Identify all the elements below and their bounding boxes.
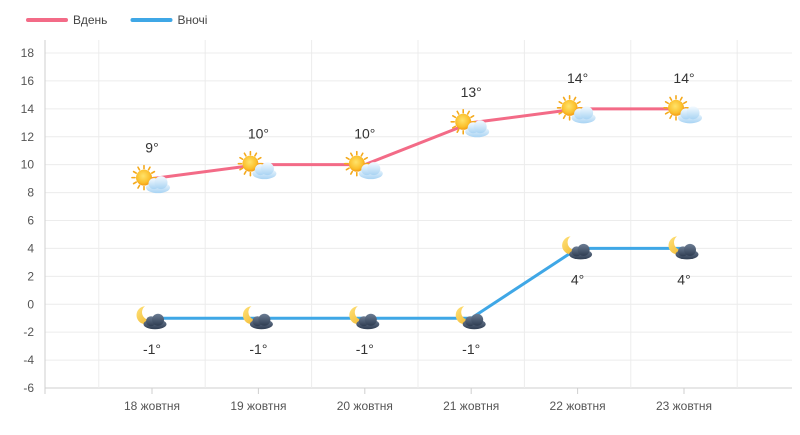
y-tick-label: 6 <box>27 214 34 228</box>
legend-item[interactable]: Вночі <box>130 13 208 27</box>
y-tick-label: 18 <box>21 46 35 60</box>
x-tick-label: 20 жовтня <box>337 399 393 413</box>
moon-cloud-icon <box>668 236 699 260</box>
y-tick-label: 12 <box>21 130 35 144</box>
axes: -6 -4 -2 0 2 4 6 8 10 12 14 16 18 18 жовтня 19 жовтня 2… <box>21 40 712 413</box>
y-tick-label: 8 <box>27 186 34 200</box>
moon-cloud-icon <box>455 306 486 330</box>
sun-cloud-icon <box>450 108 490 138</box>
y-tick-label: -4 <box>23 353 34 367</box>
sun-cloud-icon <box>556 95 596 124</box>
x-tick-label: 19 жовтня <box>230 399 286 413</box>
legend-label: Вдень <box>73 13 107 27</box>
data-label: 10° <box>354 126 375 142</box>
data-label: 14° <box>567 70 588 86</box>
data-label: -1° <box>249 341 267 357</box>
data-label: -1° <box>462 341 480 357</box>
moon-cloud-icon <box>562 236 593 260</box>
x-tick-label: 18 жовтня <box>124 399 180 413</box>
y-tick-label: -2 <box>23 325 34 339</box>
y-tick-label: 14 <box>21 102 35 116</box>
sun-cloud-icon <box>237 150 277 180</box>
data-label: 13° <box>461 84 482 100</box>
legend: Вдень Вночі <box>26 13 208 27</box>
y-tick-label: 16 <box>21 74 35 88</box>
grid <box>45 40 792 389</box>
series-layer: 9° 10° 10° 13° 14° 14° -1° -1° -1° -1° 4° 4° <box>131 70 702 357</box>
series-line <box>150 107 686 181</box>
data-label: 10° <box>248 126 269 142</box>
x-tick-label: 22 жовтня <box>550 399 606 413</box>
data-label: 9° <box>145 140 158 156</box>
series-line <box>150 246 686 320</box>
data-label: -1° <box>356 341 374 357</box>
y-tick-label: 2 <box>27 269 34 283</box>
moon-cloud-icon <box>349 306 380 330</box>
y-tick-label: -6 <box>23 381 34 395</box>
series-day: 9° 10° 10° 13° 14° 14° <box>131 70 702 194</box>
sun-cloud-icon <box>663 95 702 124</box>
x-tick-label: 21 жовтня <box>443 399 499 413</box>
y-tick-label: 10 <box>21 158 35 172</box>
series-night: -1° -1° -1° -1° 4° 4° <box>136 236 699 357</box>
legend-item[interactable]: Вдень <box>26 13 107 27</box>
legend-label: Вночі <box>178 13 208 27</box>
sun-cloud-icon <box>131 164 170 194</box>
moon-cloud-icon <box>136 306 167 330</box>
moon-cloud-icon <box>242 306 273 330</box>
data-label: -1° <box>143 341 161 357</box>
data-label: 4° <box>677 271 690 287</box>
y-tick-label: 0 <box>27 297 34 311</box>
sun-cloud-icon <box>343 150 383 180</box>
data-label: 4° <box>571 271 584 287</box>
data-label: 14° <box>673 70 694 86</box>
y-tick-label: 4 <box>27 241 34 255</box>
x-tick-label: 23 жовтня <box>656 399 712 413</box>
